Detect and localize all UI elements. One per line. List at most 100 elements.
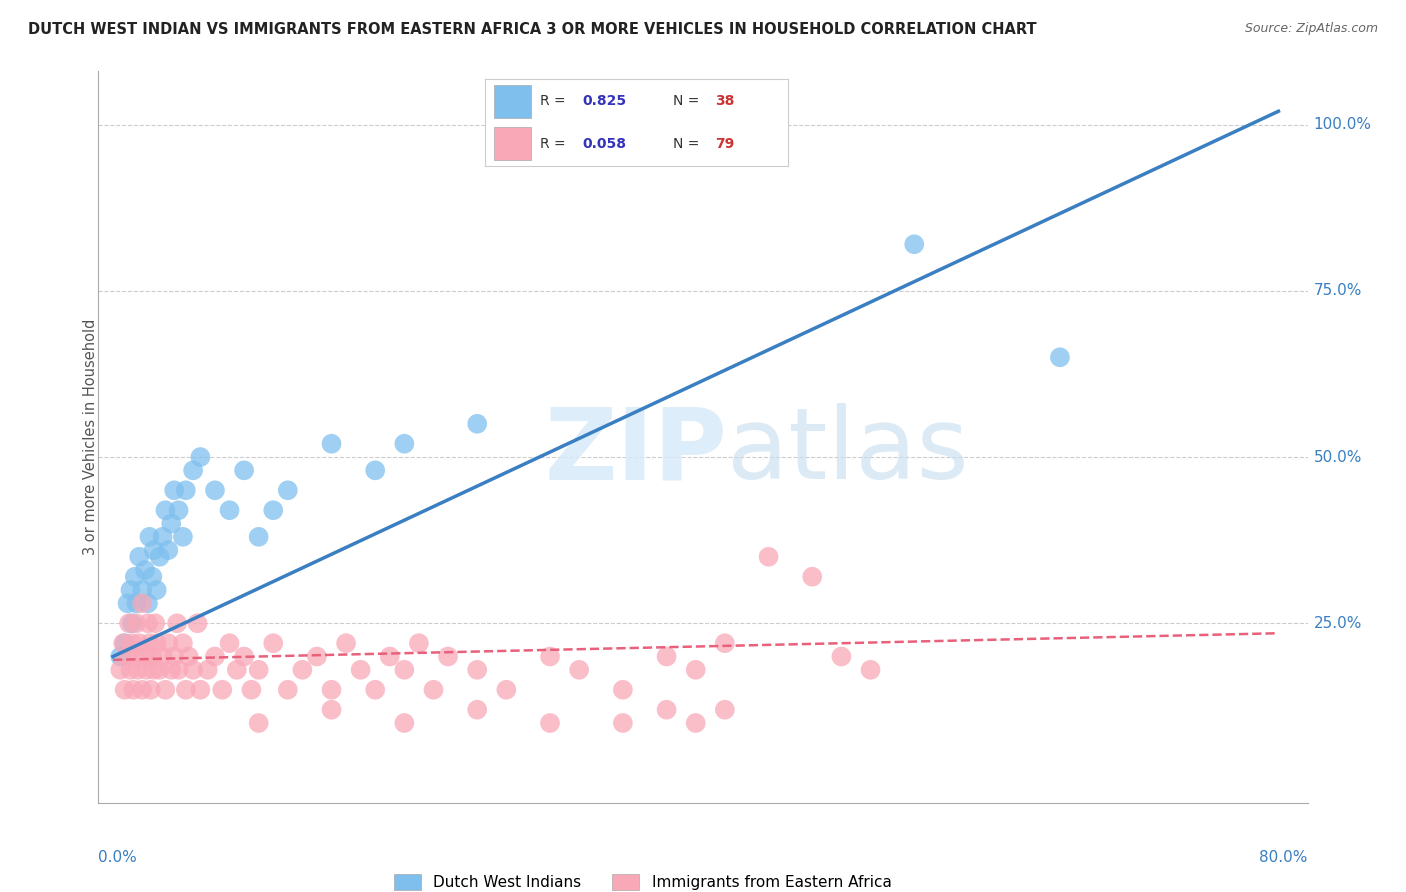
Point — [437, 649, 460, 664]
Point — [143, 616, 166, 631]
Point — [247, 663, 270, 677]
Point — [197, 663, 219, 677]
Point — [141, 649, 163, 664]
Point — [378, 649, 401, 664]
Point — [247, 716, 270, 731]
Legend: Dutch West Indians, Immigrants from Eastern Africa: Dutch West Indians, Immigrants from East… — [394, 874, 891, 890]
Point — [114, 636, 136, 650]
Point — [117, 649, 139, 664]
Point — [321, 703, 343, 717]
Point — [181, 463, 204, 477]
Point — [655, 703, 678, 717]
Point — [247, 530, 270, 544]
Point — [142, 663, 165, 677]
Point — [167, 503, 190, 517]
Point — [138, 530, 160, 544]
Point — [167, 663, 190, 677]
Text: atlas: atlas — [727, 403, 969, 500]
Point — [211, 682, 233, 697]
Point — [163, 649, 186, 664]
Point — [262, 636, 284, 650]
Point — [177, 649, 200, 664]
Point — [142, 543, 165, 558]
Point — [714, 703, 737, 717]
Point — [364, 463, 387, 477]
Point — [174, 483, 197, 498]
Point — [394, 436, 416, 450]
Point — [291, 663, 314, 677]
Point — [127, 663, 149, 677]
Point — [321, 682, 343, 697]
Point — [155, 503, 177, 517]
Point — [160, 663, 183, 677]
Point — [117, 596, 139, 610]
Point — [157, 543, 180, 558]
Point — [233, 649, 256, 664]
Point — [240, 682, 263, 697]
Point — [277, 483, 299, 498]
Point — [124, 649, 146, 664]
Point — [172, 530, 194, 544]
Point — [204, 483, 226, 498]
Point — [801, 570, 824, 584]
Point — [136, 596, 159, 610]
Point — [465, 417, 488, 431]
Point — [181, 663, 204, 677]
Point — [114, 682, 136, 697]
Point — [149, 663, 172, 677]
Point — [134, 649, 156, 664]
Point — [120, 663, 142, 677]
Point — [758, 549, 780, 564]
Point — [122, 682, 145, 697]
Point — [305, 649, 328, 664]
Point — [204, 649, 226, 664]
Point — [568, 663, 591, 677]
Point — [160, 516, 183, 531]
Point — [612, 682, 634, 697]
Point — [335, 636, 357, 650]
Point — [163, 483, 186, 498]
Point — [394, 663, 416, 677]
Text: ZIP: ZIP — [544, 403, 727, 500]
Point — [538, 716, 561, 731]
Point — [685, 663, 707, 677]
Point — [166, 616, 188, 631]
Point — [174, 682, 197, 697]
Point — [124, 570, 146, 584]
Point — [152, 649, 174, 664]
Point — [118, 616, 141, 631]
Point — [218, 636, 240, 650]
Text: 80.0%: 80.0% — [1260, 850, 1308, 865]
Point — [685, 716, 707, 731]
Point — [128, 636, 150, 650]
Point — [125, 616, 148, 631]
Point — [495, 682, 517, 697]
Text: DUTCH WEST INDIAN VS IMMIGRANTS FROM EASTERN AFRICA 3 OR MORE VEHICLES IN HOUSEH: DUTCH WEST INDIAN VS IMMIGRANTS FROM EAS… — [28, 22, 1036, 37]
Point — [155, 682, 177, 697]
Point — [145, 636, 167, 650]
Point — [134, 563, 156, 577]
Point — [830, 649, 852, 664]
Point — [186, 616, 208, 631]
Point — [145, 582, 167, 597]
Point — [277, 682, 299, 697]
Text: 0.0%: 0.0% — [98, 850, 138, 865]
Point — [1049, 351, 1071, 365]
Point — [131, 582, 153, 597]
Point — [262, 503, 284, 517]
Point — [422, 682, 444, 697]
Point — [225, 663, 247, 677]
Point — [128, 549, 150, 564]
Point — [131, 682, 153, 697]
Point — [110, 649, 132, 664]
Y-axis label: 3 or more Vehicles in Household: 3 or more Vehicles in Household — [83, 319, 97, 555]
Point — [125, 596, 148, 610]
Point — [859, 663, 882, 677]
Point — [233, 463, 256, 477]
Text: 100.0%: 100.0% — [1313, 117, 1372, 132]
Point — [364, 682, 387, 697]
Point — [136, 616, 159, 631]
Text: 25.0%: 25.0% — [1313, 615, 1362, 631]
Text: 50.0%: 50.0% — [1313, 450, 1362, 465]
Point — [538, 649, 561, 664]
